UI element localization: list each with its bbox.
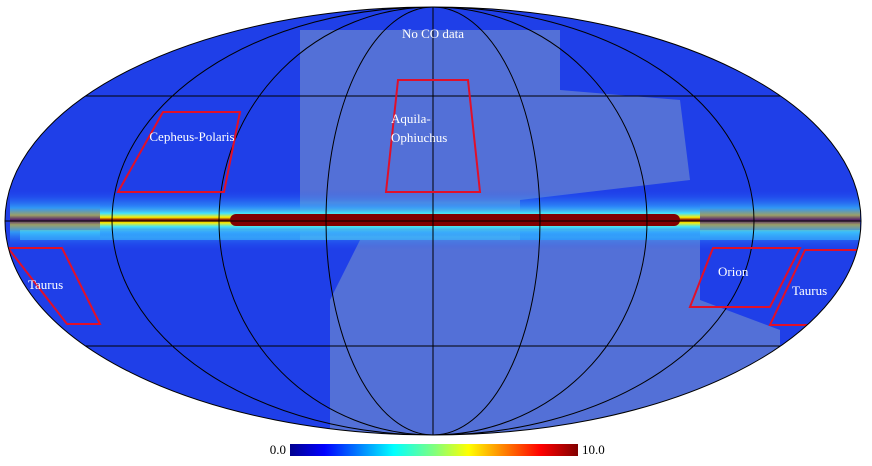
map-border (4, 6, 862, 436)
region-box (688, 247, 802, 308)
region-box (116, 111, 242, 193)
colorbar-gradient (290, 444, 578, 456)
colorbar: 0.0 10.0 (270, 442, 605, 457)
label: No CO data (402, 26, 464, 41)
map-area (5, 7, 861, 435)
colorbar-label: 0.0 (270, 442, 286, 457)
label: Cepheus-Polaris (149, 129, 234, 144)
label: Orion (718, 264, 749, 279)
colorbar-label: 10.0 (582, 442, 605, 457)
label: Taurus (792, 283, 827, 298)
label: Taurus (28, 277, 63, 292)
region-box (5, 247, 102, 325)
region-box (384, 79, 482, 193)
no-data-region (300, 30, 780, 435)
label: Aquila- (391, 111, 431, 126)
label: Ophiuchus (391, 130, 447, 145)
